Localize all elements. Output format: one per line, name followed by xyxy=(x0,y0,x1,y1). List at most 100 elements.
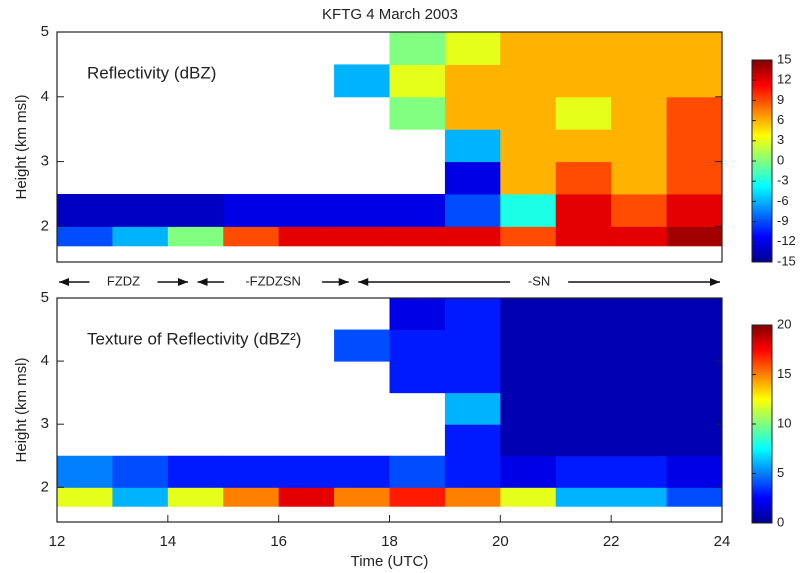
cell xyxy=(500,424,557,457)
colorbar-tick-label: 0 xyxy=(777,514,784,529)
cell xyxy=(444,392,501,425)
colorbar-tick-label: 0 xyxy=(777,152,784,167)
cell xyxy=(500,96,557,130)
cell xyxy=(666,226,723,247)
cell xyxy=(611,32,668,65)
cell xyxy=(389,298,446,331)
cell xyxy=(167,455,224,488)
cell xyxy=(278,455,335,488)
y-tick-label: 4 xyxy=(41,352,49,369)
arrow-head xyxy=(358,278,369,286)
cell xyxy=(611,96,668,130)
cell xyxy=(389,487,446,507)
cell xyxy=(112,193,169,227)
arrow-head xyxy=(338,278,349,286)
cell xyxy=(167,487,224,507)
cell xyxy=(278,193,335,227)
cell xyxy=(666,298,723,331)
cell xyxy=(666,161,723,195)
cell xyxy=(500,32,557,65)
cell xyxy=(389,32,446,65)
cell xyxy=(555,96,612,130)
cell xyxy=(444,361,501,394)
cell xyxy=(57,226,113,247)
cell xyxy=(666,193,723,227)
cell xyxy=(444,193,501,227)
cell xyxy=(611,455,668,488)
phase-label: FZDZ xyxy=(107,273,140,288)
cell xyxy=(334,455,390,488)
cell xyxy=(555,392,612,425)
y-tick-label: 2 xyxy=(41,478,49,495)
y-tick-label: 3 xyxy=(41,153,49,170)
cell xyxy=(666,32,723,65)
cell xyxy=(611,64,668,98)
cell xyxy=(555,226,612,247)
cell xyxy=(611,193,668,227)
cell xyxy=(611,161,668,195)
cell xyxy=(57,487,113,507)
arrow-head xyxy=(197,278,208,286)
cell xyxy=(500,392,557,425)
cell xyxy=(555,455,612,488)
cell xyxy=(500,161,557,195)
cell xyxy=(500,455,557,488)
cell xyxy=(57,455,113,488)
cell xyxy=(666,64,723,98)
cell xyxy=(389,193,446,227)
y-tick-label: 5 xyxy=(41,289,49,306)
cell xyxy=(555,424,612,457)
y-tick-label: 5 xyxy=(41,23,49,40)
cell xyxy=(389,64,446,98)
cell xyxy=(611,424,668,457)
cell xyxy=(334,329,390,362)
cell xyxy=(112,226,169,247)
cell xyxy=(389,455,446,488)
x-axis-label: Time (UTC) xyxy=(351,553,429,570)
cell xyxy=(500,298,557,331)
cell xyxy=(500,64,557,98)
y-axis-label: Height (km msl) xyxy=(13,357,30,462)
panel-label: Reflectivity (dBZ) xyxy=(87,63,216,82)
cell xyxy=(666,487,723,507)
colorbar-tick-label: 12 xyxy=(777,72,791,87)
cell xyxy=(611,361,668,394)
cell xyxy=(444,329,501,362)
cell xyxy=(500,361,557,394)
cell xyxy=(444,161,501,195)
phase-arrow xyxy=(59,278,188,286)
cell xyxy=(666,129,723,163)
cell xyxy=(666,392,723,425)
cell xyxy=(223,226,280,247)
cell xyxy=(334,64,390,98)
cell xyxy=(555,193,612,227)
cell xyxy=(223,455,280,488)
x-tick-label: 14 xyxy=(159,533,176,550)
colorbar-tick-label: 10 xyxy=(777,415,791,430)
cell xyxy=(389,361,446,394)
phase-arrow xyxy=(197,278,349,286)
cell xyxy=(611,129,668,163)
colorbar-tick-label: 15 xyxy=(777,366,791,381)
colorbar-tick-label: -12 xyxy=(777,233,796,248)
cell xyxy=(500,129,557,163)
phase-label: -FZDZSN xyxy=(245,273,301,288)
cell xyxy=(167,226,224,247)
cell xyxy=(666,424,723,457)
cell xyxy=(611,226,668,247)
cell xyxy=(444,129,501,163)
y-tick-label: 3 xyxy=(41,415,49,432)
cell xyxy=(666,361,723,394)
cell xyxy=(500,193,557,227)
cell xyxy=(334,487,390,507)
cell xyxy=(444,64,501,98)
cell xyxy=(278,487,335,507)
cell xyxy=(555,487,612,507)
cell xyxy=(444,96,501,130)
cell xyxy=(444,226,501,247)
x-tick-label: 22 xyxy=(603,533,620,550)
colorbar-tick-label: 6 xyxy=(777,112,784,127)
cell xyxy=(112,455,169,488)
cell xyxy=(389,96,446,130)
x-tick-label: 20 xyxy=(492,533,509,550)
